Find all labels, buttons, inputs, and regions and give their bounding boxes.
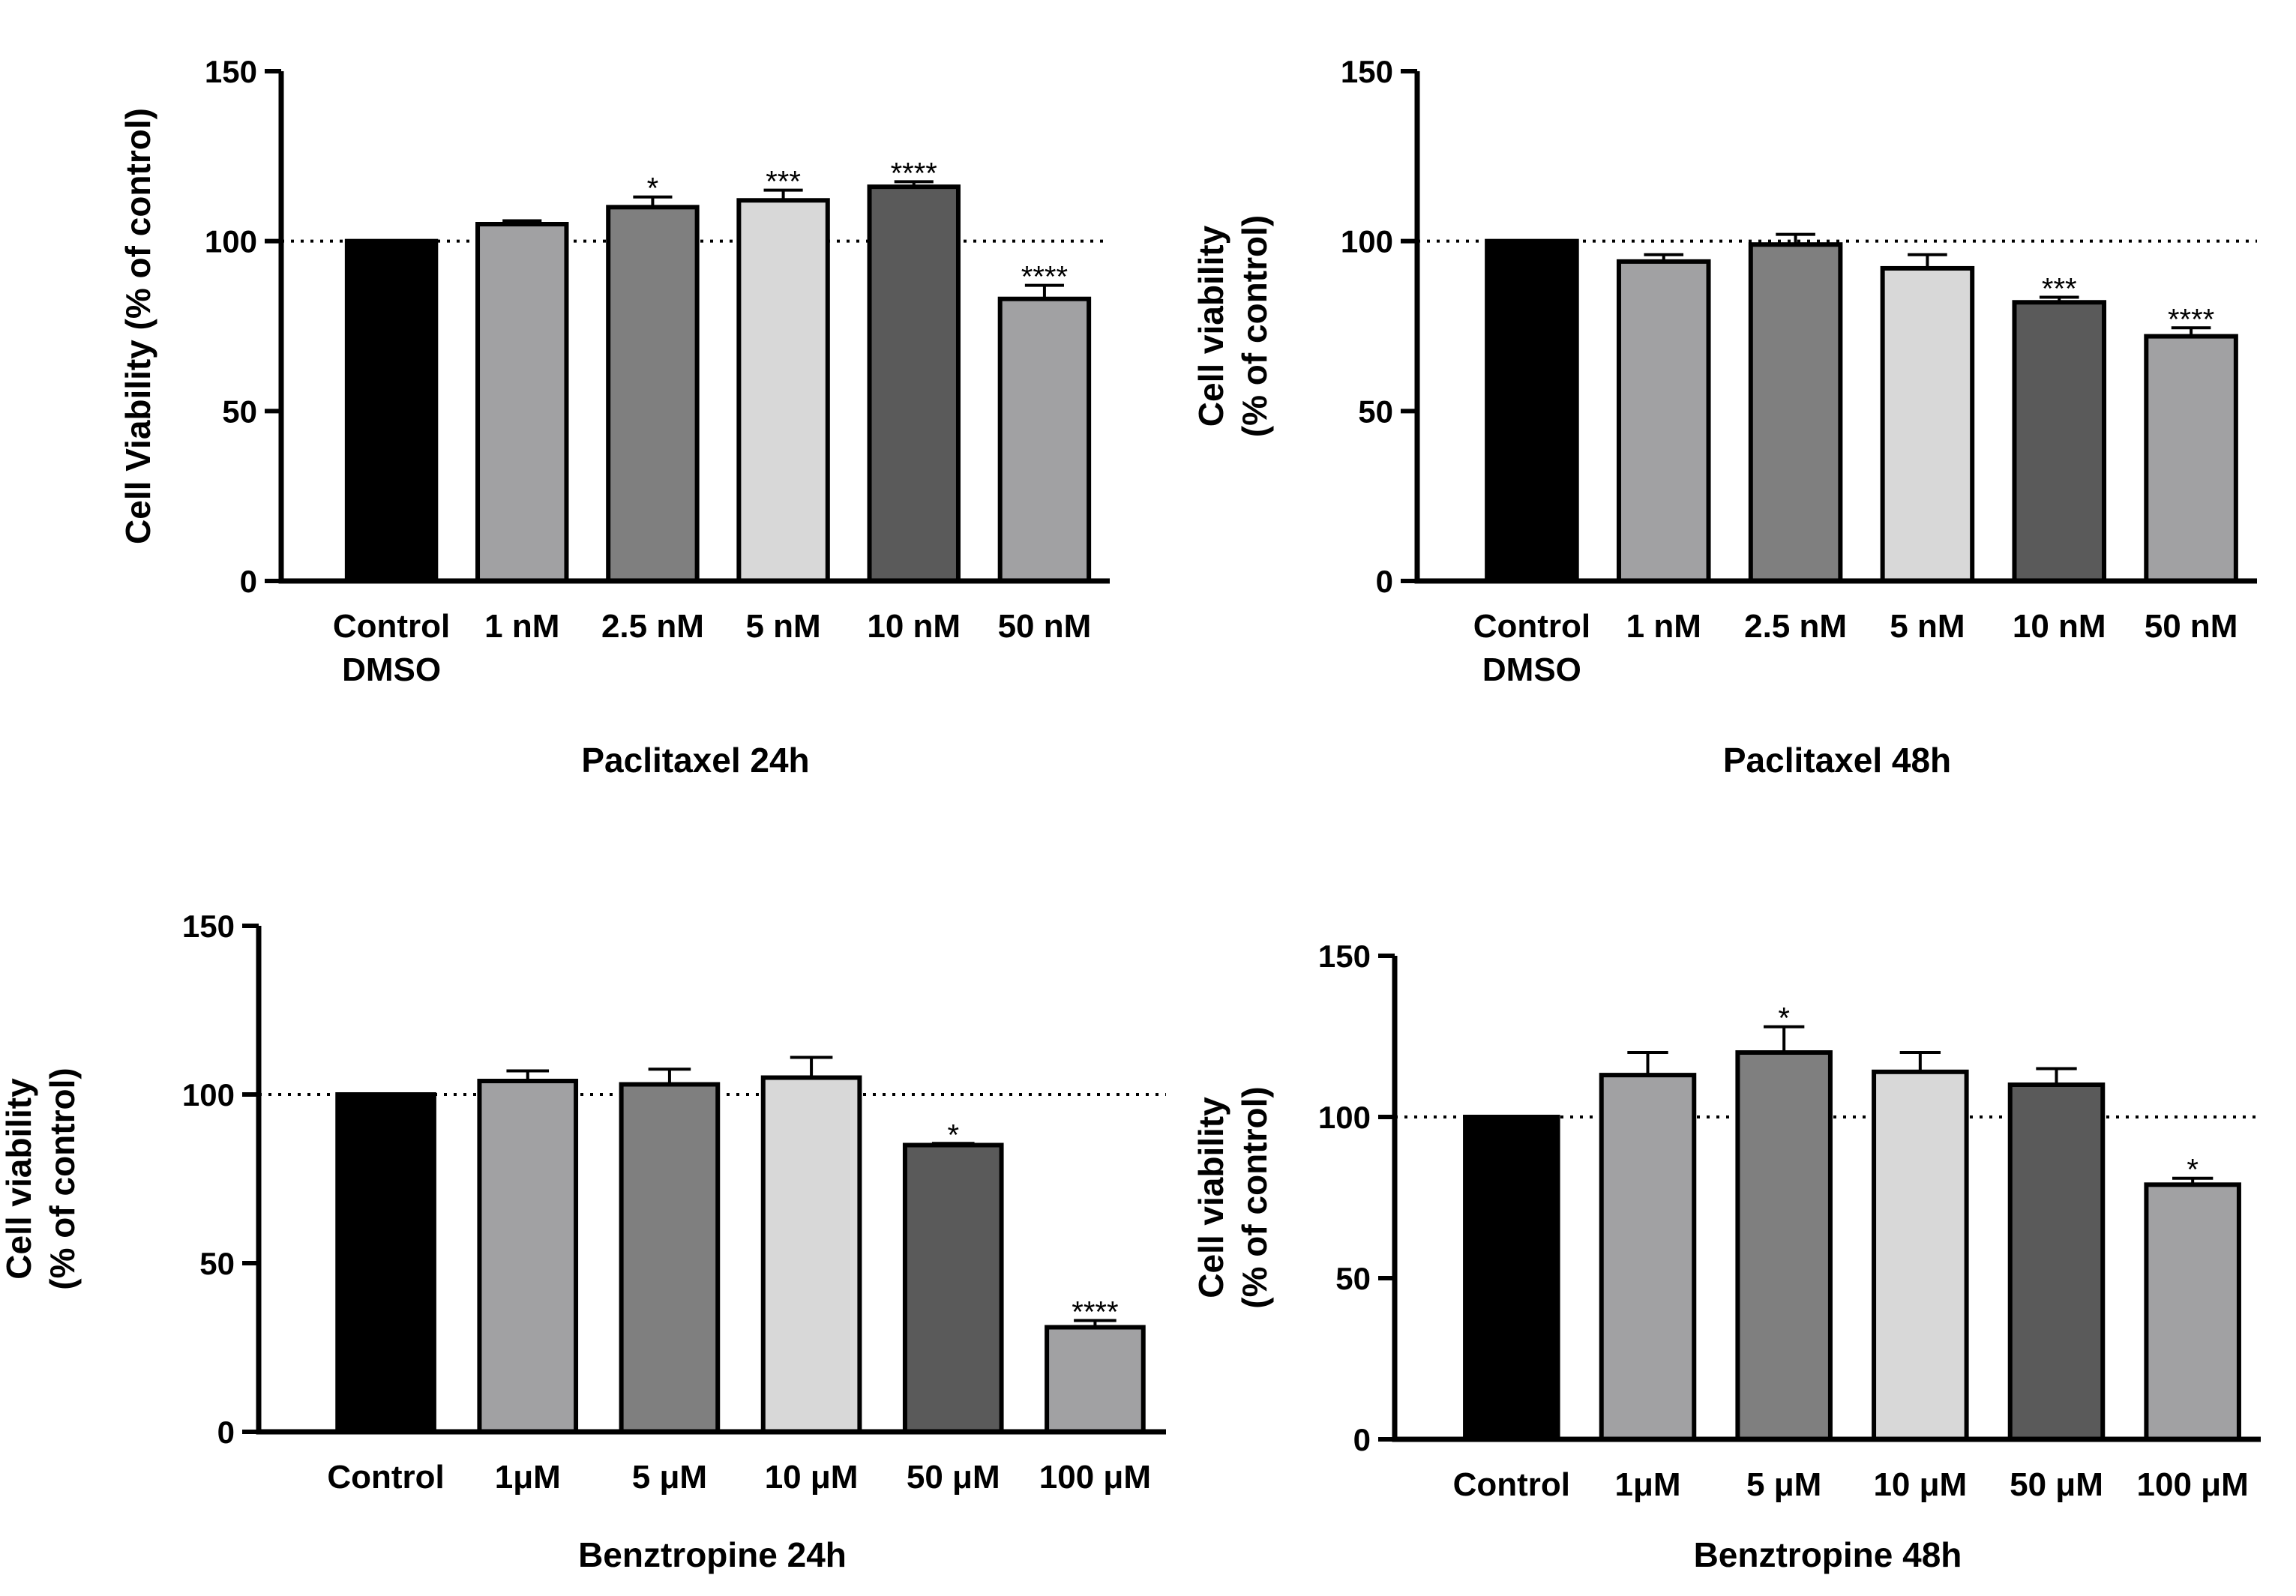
y-tick-label: 100: [182, 1077, 235, 1112]
x-category-label: 1 nM: [1626, 608, 1701, 645]
x-category-label: 10 μM: [1873, 1466, 1967, 1503]
significance-label: *: [2187, 1154, 2199, 1187]
significance-label: ****: [2168, 303, 2214, 336]
bar-paclitaxel-24h-1: [475, 222, 569, 583]
bar-benztropine-48h-5: [2144, 1182, 2241, 1442]
y-axis-label: (% of control): [43, 1067, 82, 1289]
y-axis-label: Cell viability: [0, 1078, 38, 1280]
y-tick-label: 50: [1335, 1261, 1371, 1296]
significance-label: *: [1778, 1002, 1790, 1035]
bar-benztropine-48h-4: [2007, 1082, 2106, 1442]
significance-label: ***: [766, 166, 801, 199]
y-tick-label: 100: [205, 224, 257, 259]
x-category-label: 50 μM: [907, 1459, 1000, 1496]
chart-benztropine-24h: 0 50 100 150 Control 1μM 5 μM 10 μM * 50 μM **** 10…: [0, 909, 1166, 1574]
axes: [1414, 71, 2257, 584]
bar-paclitaxel-48h-2: [1748, 242, 1843, 583]
x-category-label: 5 μM: [632, 1459, 707, 1496]
y-axis-label: Cell Viability (% of control): [118, 108, 157, 544]
bar-benztropine-48h-0: [1463, 1115, 1560, 1442]
y-tick-label: 50: [1358, 394, 1393, 429]
y-tick-label: 150: [182, 909, 235, 944]
chart-title: Paclitaxel 48h: [1723, 741, 1951, 780]
x-category-label: 10 nM: [2013, 608, 2106, 645]
x-category-label: 50 μM: [2010, 1466, 2103, 1503]
bar-paclitaxel-24h-4: [867, 184, 961, 583]
chart-paclitaxel-24h: 0 50 100 150 Control DMSO 1 nM * 2.5 nM *** 5 nM **…: [118, 54, 1110, 780]
chart-title: Benztropine 24h: [578, 1535, 847, 1574]
x-category-label: Control: [1473, 608, 1590, 645]
x-category-label: 1μM: [1614, 1466, 1680, 1503]
chart-benztropine-48h: 0 50 100 150 Control 1μM * 5 μM 10 μM 50 μM * 100 μ…: [1191, 939, 2261, 1574]
y-tick-label: 150: [1341, 54, 1393, 89]
y-tick-label: 100: [1318, 1100, 1371, 1135]
x-category-label: 10 nM: [867, 608, 961, 645]
y-axis-label: Cell viability: [1191, 1097, 1230, 1298]
significance-label: ****: [891, 157, 937, 190]
significance-label: ***: [2042, 272, 2077, 305]
bar-benztropine-24h-2: [619, 1082, 721, 1434]
x-category-label: 1μM: [495, 1459, 561, 1496]
axes: [278, 71, 1110, 584]
chart-title: Benztropine 48h: [1694, 1535, 1962, 1574]
y-axis-label: Cell viability: [1191, 225, 1230, 427]
x-category-label: 2.5 nM: [601, 608, 704, 645]
chart-paclitaxel-48h: 0 50 100 150 Control DMSO 1 nM 2.5 nM 5 nM *** 10 …: [1191, 54, 2257, 780]
x-category-label: 1 nM: [484, 608, 559, 645]
bar-paclitaxel-48h-1: [1616, 259, 1711, 583]
y-tick-label: 50: [199, 1246, 235, 1281]
x-category-label: Control: [1453, 1466, 1570, 1503]
bar-benztropine-24h-4: [902, 1142, 1004, 1434]
x-category-label: Control: [327, 1459, 444, 1496]
bar-paclitaxel-48h-4: [2012, 300, 2107, 583]
y-tick-label: 100: [1341, 224, 1393, 259]
significance-label: *: [947, 1118, 959, 1151]
y-tick-label: 0: [1376, 564, 1393, 599]
x-category-label: 5 μM: [1746, 1466, 1821, 1503]
y-axis-label: (% of control): [1235, 215, 1274, 437]
x-category-label: 2.5 nM: [1744, 608, 1847, 645]
chart-title: Paclitaxel 24h: [581, 741, 809, 780]
bar-benztropine-24h-3: [760, 1075, 862, 1434]
bar-paclitaxel-24h-2: [606, 205, 700, 583]
x-category-label: Control: [333, 608, 450, 645]
x-category-label: DMSO: [1482, 651, 1581, 688]
bar-benztropine-24h-1: [477, 1079, 579, 1434]
y-tick-label: 150: [1318, 939, 1371, 974]
y-tick-label: 0: [240, 564, 257, 599]
bar-paclitaxel-48h-3: [1880, 265, 1975, 583]
y-axis-label: (% of control): [1235, 1086, 1274, 1308]
y-tick-label: 50: [222, 394, 257, 429]
y-tick-label: 0: [1353, 1422, 1371, 1457]
x-category-label: DMSO: [342, 651, 441, 688]
y-tick-label: 150: [205, 54, 257, 89]
x-category-label: 50 nM: [998, 608, 1092, 645]
bar-benztropine-48h-3: [1872, 1069, 1969, 1442]
x-category-label: 5 nM: [745, 608, 820, 645]
significance-label: *: [647, 172, 659, 205]
x-category-label: 100 μM: [2137, 1466, 2249, 1503]
x-category-label: 5 nM: [1890, 608, 1965, 645]
significance-label: ****: [1021, 261, 1068, 294]
significance-label: ****: [1072, 1296, 1118, 1329]
bar-benztropine-48h-2: [1735, 1050, 1833, 1442]
bar-benztropine-24h-5: [1045, 1325, 1146, 1434]
x-category-label: 50 nM: [2145, 608, 2238, 645]
bar-paclitaxel-24h-0: [344, 238, 439, 583]
bar-paclitaxel-24h-5: [997, 296, 1092, 583]
bar-paclitaxel-48h-5: [2144, 334, 2238, 583]
bar-paclitaxel-24h-3: [736, 198, 830, 583]
y-tick-label: 0: [217, 1415, 235, 1450]
bar-paclitaxel-48h-0: [1485, 238, 1579, 583]
x-category-label: 100 μM: [1039, 1459, 1151, 1496]
axes: [1392, 956, 2261, 1442]
bar-benztropine-48h-1: [1599, 1073, 1697, 1442]
axes: [256, 926, 1166, 1435]
x-category-label: 10 μM: [765, 1459, 859, 1496]
bar-benztropine-24h-0: [335, 1092, 436, 1434]
